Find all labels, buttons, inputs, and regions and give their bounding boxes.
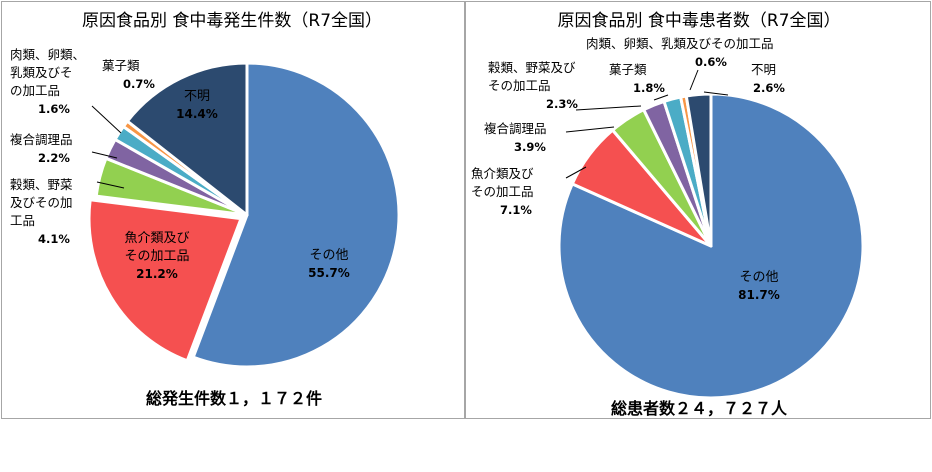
slice-0	[191, 61, 401, 369]
leader-line	[689, 69, 699, 91]
leader-line	[565, 126, 615, 133]
slice-label: 不明	[751, 62, 776, 77]
leader-line	[653, 94, 669, 101]
chart-title: 原因食品別 食中毒患者数（R7全国）	[557, 11, 840, 31]
slice-percent-label: 0.7%	[123, 77, 155, 91]
slice-percent-label: 4.1%	[38, 232, 70, 246]
leader-line	[703, 91, 729, 96]
slice-percent-label: 7.1%	[500, 203, 532, 217]
total-label: 総発生件数１，１７２件	[146, 389, 322, 408]
slice-label: 魚介類及び	[124, 231, 189, 246]
slice-percent-label: 21.2%	[136, 267, 178, 281]
slice-percent-label: 2.3%	[546, 97, 578, 111]
slice-percent-label: 1.6%	[38, 102, 70, 116]
slice-percent-label: 1.8%	[633, 81, 665, 95]
slice-percent-label: 2.6%	[753, 81, 785, 95]
slice-label: 魚介類及び	[471, 166, 534, 181]
leader-line	[91, 105, 122, 134]
slice-label: 肉類、卵類、	[10, 47, 85, 62]
slice-label: その他	[739, 270, 778, 285]
leader-line	[91, 151, 118, 159]
slice-label: 複合調理品	[10, 132, 73, 147]
leader-line	[575, 105, 642, 111]
slice-percent-label: 14.4%	[176, 107, 218, 121]
leader-line	[96, 181, 125, 189]
slice-label: 工品	[10, 213, 35, 228]
slice-percent-label: 55.7%	[308, 266, 350, 280]
slice-percent-label: 0.6%	[695, 55, 727, 69]
chart-panel-patients: 原因食品別 食中毒患者数（R7全国） その他 81.7% 魚介類及び その加工品 7.1…	[465, 1, 931, 419]
slice-label: 不明	[184, 89, 210, 104]
slice-6	[125, 61, 249, 217]
slice-0	[557, 92, 865, 400]
slice-label: その加工品	[488, 78, 551, 93]
slice-label: の加工品	[10, 83, 60, 98]
chart-panel-incidents: 原因食品別 食中毒発生件数（R7全国） その他 55.7% 魚介類及びその加工品 21…	[1, 1, 465, 419]
slice-label: 肉類、卵類、乳類及びその加工品	[586, 36, 774, 51]
slice-percent-label: 3.9%	[514, 140, 546, 154]
total-label: 総患者数２４，７２７人	[611, 399, 788, 418]
slice-label: 及びその加	[10, 195, 73, 210]
slice-label: 乳類及びそ	[10, 65, 73, 80]
slice-label: 菓子類	[102, 58, 140, 73]
slice-label: 複合調理品	[484, 121, 547, 136]
slice-label: 菓子類	[609, 62, 647, 77]
chart-title: 原因食品別 食中毒発生件数（R7全国）	[82, 11, 382, 31]
slice-label: 穀類、野菜及び	[488, 60, 576, 75]
slice-label: 穀類、野菜	[10, 177, 73, 192]
slice-6	[684, 92, 713, 248]
pie-chart-patients: 原因食品別 食中毒患者数（R7全国） その他81.7%魚介類及びその加工品7.1…	[471, 11, 865, 418]
slice-label: その加工品	[124, 249, 189, 264]
leader-line	[565, 166, 587, 179]
slice-percent-label: 2.2%	[38, 151, 70, 165]
slice-label: その加工品	[471, 184, 534, 199]
slice-percent-label: 81.7%	[738, 288, 780, 302]
slice-label: その他	[309, 248, 348, 263]
slice-1	[87, 198, 243, 363]
